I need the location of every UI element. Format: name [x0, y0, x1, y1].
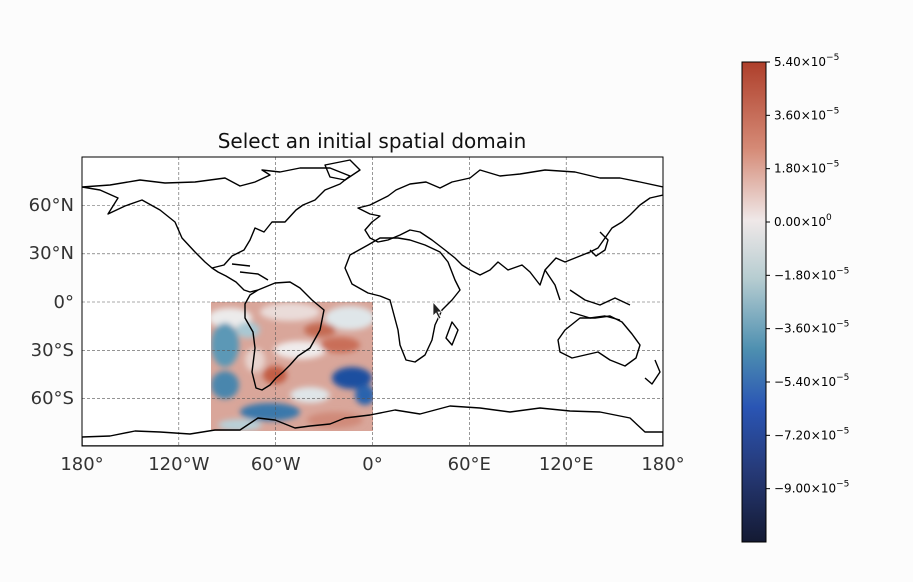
colorbar: 5.40×10−5 3.60×10−5 1.80×10−5 0.00×100 −1.80… [741, 53, 849, 543]
lon-tick-label: 120°E [539, 454, 594, 475]
lon-tick-labels: 180° 120°W 60°W 0° 60°E 120°E 180° [60, 454, 684, 475]
coast-japan [589, 231, 609, 257]
lat-tick-label: 0° [54, 292, 74, 313]
colorbar-tick-label: −9.00×10−5 [774, 480, 849, 496]
data-region [211, 302, 373, 431]
lat-tick-label: 30°N [29, 243, 74, 264]
colorbar-ticks: 5.40×10−5 3.60×10−5 1.80×10−5 0.00×100 −1.80… [766, 53, 849, 496]
lat-tick-label: 60°S [31, 388, 74, 409]
colorbar-tick-label: −5.40×10−5 [774, 373, 849, 389]
gridlines [82, 157, 663, 446]
coast-madagascar [445, 321, 459, 346]
lon-tick-label: 120°W [148, 454, 209, 475]
lat-tick-labels: 60°N 30°N 0° 30°S 60°S [29, 195, 74, 409]
lon-tick-label: 60°E [448, 454, 491, 475]
lon-tick-label: 60°W [251, 454, 301, 475]
colorbar-tick-label: 1.80×10−5 [774, 160, 839, 176]
coast-caribbean [231, 263, 269, 281]
colorbar-tick-label: 5.40×10−5 [774, 53, 839, 69]
coast-south-america [244, 281, 325, 391]
colorbar-tick-label: −3.60×10−5 [774, 320, 849, 336]
coast-central-america [211, 267, 259, 293]
colorbar-tick-label: 0.00×100 [774, 213, 832, 229]
coast-australia [557, 315, 641, 367]
lat-tick-label: 60°N [29, 195, 74, 216]
coast-antarctica [82, 405, 663, 446]
colorbar-tick-label: 3.60×10−5 [774, 106, 839, 122]
map-title: Select an initial spatial domain [218, 129, 527, 153]
colorbar-tick-label: −7.20×10−5 [774, 426, 849, 442]
lon-tick-label: 180° [641, 454, 684, 475]
map-axes[interactable] [81, 156, 664, 447]
coast-new-zealand [644, 359, 661, 385]
coast-north-america [82, 167, 351, 269]
map-frame [81, 156, 664, 447]
colorbar-tick-label: −1.80×10−5 [774, 266, 849, 282]
lat-tick-label: 30°S [31, 340, 74, 361]
colorbar-gradient [741, 61, 767, 543]
coast-europe [357, 169, 663, 286]
coastlines [82, 159, 663, 446]
lon-tick-label: 180° [60, 454, 103, 475]
lon-tick-label: 0° [362, 454, 382, 475]
coast-greenland [324, 159, 361, 181]
coast-africa [344, 237, 461, 363]
mouse-pointer-icon [432, 300, 443, 320]
